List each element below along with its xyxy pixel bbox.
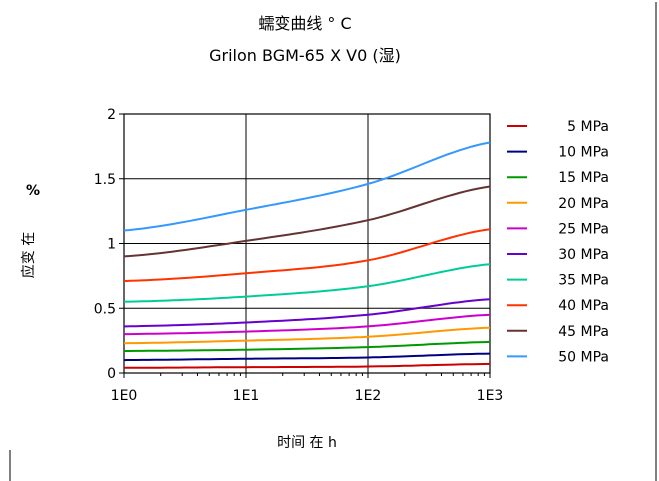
legend-label: 25 MPa	[558, 221, 609, 237]
legend-label: 45 MPa	[558, 324, 609, 340]
series-line	[123, 263, 491, 303]
legend-label: 30 MPa	[558, 247, 609, 263]
y-axis-unit: %	[26, 183, 40, 199]
y-axis-label: 应变 在	[20, 232, 37, 278]
y-tick-label: 0	[107, 366, 116, 382]
y-tick-label: 1	[107, 237, 116, 253]
series-line	[123, 326, 491, 345]
legend-label: 5 MPa	[567, 119, 609, 135]
x-tick-label: 1E3	[477, 388, 504, 404]
series-line	[124, 362, 491, 369]
legend-label: 35 MPa	[558, 273, 609, 289]
x-tick-label: 1E1	[233, 388, 260, 404]
x-tick-label: 1E0	[111, 388, 138, 404]
series-line	[123, 352, 491, 362]
y-tick-label: 0.5	[94, 301, 116, 317]
series-line	[124, 313, 491, 336]
legend-label: 10 MPa	[558, 145, 609, 161]
series-line	[124, 340, 491, 352]
legend-label: 15 MPa	[558, 170, 609, 186]
legend-label: 40 MPa	[558, 298, 609, 314]
series-line	[123, 141, 491, 232]
chart-title: 蠕变曲线 ° C	[258, 14, 352, 33]
plot-border	[123, 113, 491, 374]
x-tick-label: 1E2	[355, 388, 382, 404]
legend-label: 20 MPa	[558, 196, 609, 212]
legend-label: 50 MPa	[558, 349, 609, 365]
chart-subtitle: Grilon BGM-65 X V0 (湿)	[209, 46, 401, 65]
y-tick-label: 1.5	[94, 172, 116, 188]
series-line	[123, 185, 491, 258]
y-tick-label: 2	[107, 107, 116, 123]
series-line	[123, 298, 491, 328]
series-line	[123, 228, 491, 283]
x-axis-label: 时间 在 h	[277, 435, 337, 451]
